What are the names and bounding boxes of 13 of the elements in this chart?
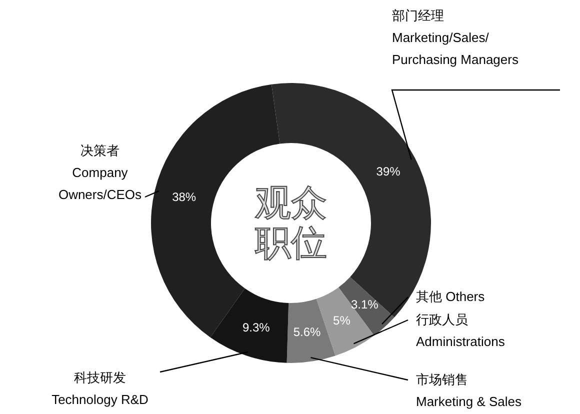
- slice-label: 市场销售 Marketing & Sales: [416, 372, 522, 409]
- slice-label: 部门经理 Marketing/Sales/ Purchasing Managers: [392, 8, 519, 67]
- slice-label: 决策者 Company Owners/CEOs: [58, 143, 142, 202]
- slice-label: 其他 Others: [416, 289, 486, 304]
- slice-label: 行政人员 Administrations: [416, 312, 506, 349]
- data-label: 39%: [376, 164, 401, 179]
- data-label: 9.3%: [242, 320, 270, 334]
- slice-label: 科技研发 Technology R&D: [52, 370, 148, 407]
- data-label: 38%: [172, 190, 196, 204]
- text: 观众职位: [255, 182, 327, 263]
- data-label: 5.6%: [293, 324, 321, 339]
- data-label: 5%: [333, 314, 351, 328]
- data-label: 3.1%: [350, 298, 379, 312]
